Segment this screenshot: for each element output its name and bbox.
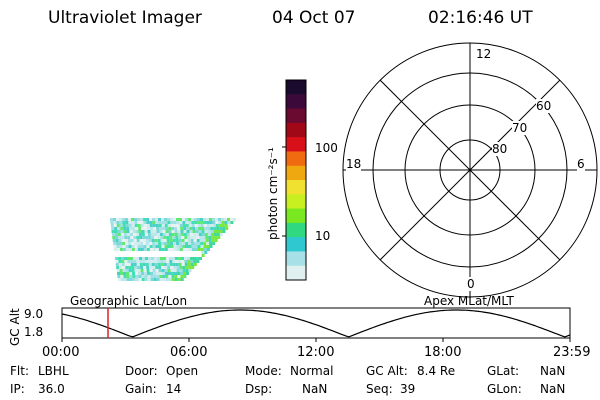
colorbar-segment xyxy=(286,137,306,152)
timeline-frame xyxy=(61,307,571,339)
lat-label-70: 70 xyxy=(512,121,528,135)
y-tick-9: 9.0 xyxy=(24,307,44,321)
colorbar-segment xyxy=(286,165,306,181)
colorbar-segment xyxy=(286,208,306,224)
mlt-label-12: 12 xyxy=(476,47,492,61)
geographic-label: Geographic Lat/Lon xyxy=(70,294,188,308)
dsp-value: NaN xyxy=(302,382,328,396)
colorbar-segment xyxy=(286,151,306,167)
filter-label: Flt: xyxy=(10,364,29,378)
x-tick-2359: 23:59 xyxy=(553,345,591,360)
apex-label: Apex MLat/MLT xyxy=(424,294,514,308)
gcalt-label: GC Alt: xyxy=(366,364,408,378)
glat-value: NaN xyxy=(540,364,566,378)
colorbar-segment xyxy=(286,194,306,210)
x-tick-1200: 12:00 xyxy=(297,345,335,360)
colorbar-segment xyxy=(286,237,306,252)
mlt-label-18: 18 xyxy=(346,157,362,171)
lat-label-80: 80 xyxy=(492,142,508,156)
ip-value: 36.0 xyxy=(38,382,65,396)
ip-label: IP: xyxy=(10,382,25,396)
mlt-label-6: 6 xyxy=(577,157,585,171)
lat-label-60: 60 xyxy=(536,99,552,113)
mlt-diagonal-2 xyxy=(379,79,561,261)
colorbar-segment xyxy=(286,251,306,267)
x-tick-0600: 06:00 xyxy=(170,345,208,360)
glon-label: GLon: xyxy=(487,382,522,396)
door-label: Door: xyxy=(125,364,158,378)
seq-label: Seq: xyxy=(366,382,393,396)
date-label: 04 Oct 07 xyxy=(272,8,356,28)
colorbar-segment xyxy=(286,94,306,110)
glon-value: NaN xyxy=(540,382,566,396)
y-tick-1-8: 1.8 xyxy=(24,325,44,339)
instrument-title: Ultraviolet Imager xyxy=(48,8,202,28)
colorbar-segment xyxy=(286,108,306,124)
colorbar-segment xyxy=(286,180,306,195)
mlt-label-0: 0 xyxy=(467,277,475,291)
colorbar-segment xyxy=(286,122,306,138)
gcalt-value: 8.4 Re xyxy=(417,364,456,378)
colorbar-segment xyxy=(286,222,306,238)
altitude-curve xyxy=(61,309,571,338)
colorbar-tick-100: 100 xyxy=(315,141,338,155)
mode-value: Normal xyxy=(290,364,334,378)
gain-value: 14 xyxy=(166,382,182,396)
colorbar-segment xyxy=(286,265,306,281)
x-tick-0000: 00:00 xyxy=(42,345,80,360)
glat-label: GLat: xyxy=(487,364,520,378)
door-value: Open xyxy=(166,364,199,378)
colorbar-segment xyxy=(286,80,306,95)
mode-label: Mode: xyxy=(245,364,282,378)
time-label: 02:16:46 UT xyxy=(428,8,533,28)
dsp-label: Dsp: xyxy=(245,382,273,396)
filter-value: LBHL xyxy=(38,364,69,378)
gain-label: Gain: xyxy=(125,382,157,396)
seq-value: 39 xyxy=(400,382,416,396)
colorbar-tick-10: 10 xyxy=(315,229,331,243)
x-tick-1800: 18:00 xyxy=(424,345,462,360)
